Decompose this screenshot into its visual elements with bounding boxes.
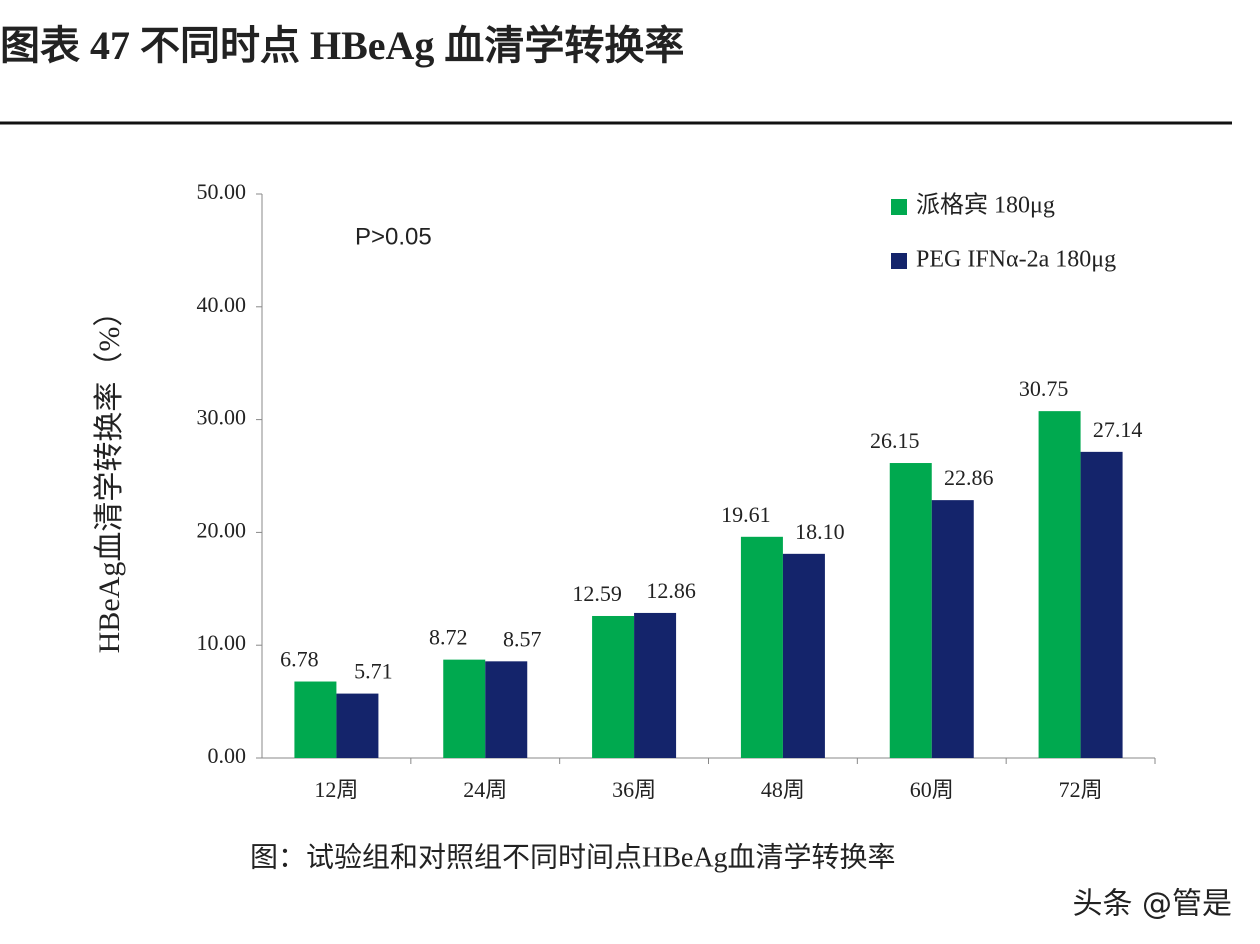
- bar: [1080, 451, 1123, 758]
- data-label: 5.71: [354, 659, 393, 684]
- y-tick-label: 50.00: [197, 179, 247, 204]
- legend-label: PEG IFNα-2a 180μg: [916, 247, 1116, 273]
- x-tick-label: 12周: [314, 777, 358, 802]
- bar: [634, 612, 677, 758]
- bar: [485, 661, 528, 758]
- y-tick-label: 0.00: [208, 743, 247, 768]
- bar: [336, 693, 379, 758]
- legend-label: 派格宾 180μg: [916, 192, 1055, 219]
- bar: [931, 500, 974, 758]
- y-tick-label: 10.00: [197, 630, 247, 655]
- legend-swatch: [891, 199, 907, 215]
- watermark: 头条 @管是: [1072, 887, 1232, 922]
- data-label: 19.61: [721, 502, 771, 527]
- x-tick-label: 24周: [463, 777, 507, 802]
- y-tick-label: 40.00: [197, 292, 247, 317]
- data-label: 18.10: [795, 519, 845, 544]
- data-label: 26.15: [870, 428, 920, 453]
- y-tick-label: 30.00: [197, 405, 247, 430]
- data-label: 30.75: [1019, 376, 1069, 401]
- x-tick-label: 48周: [761, 777, 805, 802]
- bar: [1038, 411, 1081, 758]
- data-label: 8.72: [429, 625, 468, 650]
- chart-title: 图表 47 不同时点 HBeAg 血清学转换率: [0, 23, 684, 68]
- bar: [294, 681, 337, 758]
- legend-swatch: [891, 253, 907, 269]
- caption: 图：试验组和对照组不同时间点HBeAg血清学转换率: [250, 841, 896, 873]
- data-label: 27.14: [1093, 417, 1143, 442]
- data-label: 8.57: [503, 626, 542, 651]
- bar: [782, 553, 825, 758]
- data-label: 12.59: [572, 581, 622, 606]
- bar: [443, 659, 486, 758]
- bar: [740, 536, 783, 758]
- data-label: 12.86: [646, 578, 696, 603]
- bar: [592, 615, 635, 758]
- data-label: 22.86: [944, 465, 994, 490]
- x-tick-label: 60周: [910, 777, 954, 802]
- x-tick-label: 72周: [1059, 777, 1103, 802]
- y-tick-label: 20.00: [197, 517, 247, 542]
- bar: [889, 463, 932, 758]
- annotation: P>0.05: [355, 223, 432, 250]
- y-axis-label: HBeAg血清学转换率（%）: [93, 297, 126, 654]
- data-label: 6.78: [280, 647, 319, 672]
- x-tick-label: 36周: [612, 777, 656, 802]
